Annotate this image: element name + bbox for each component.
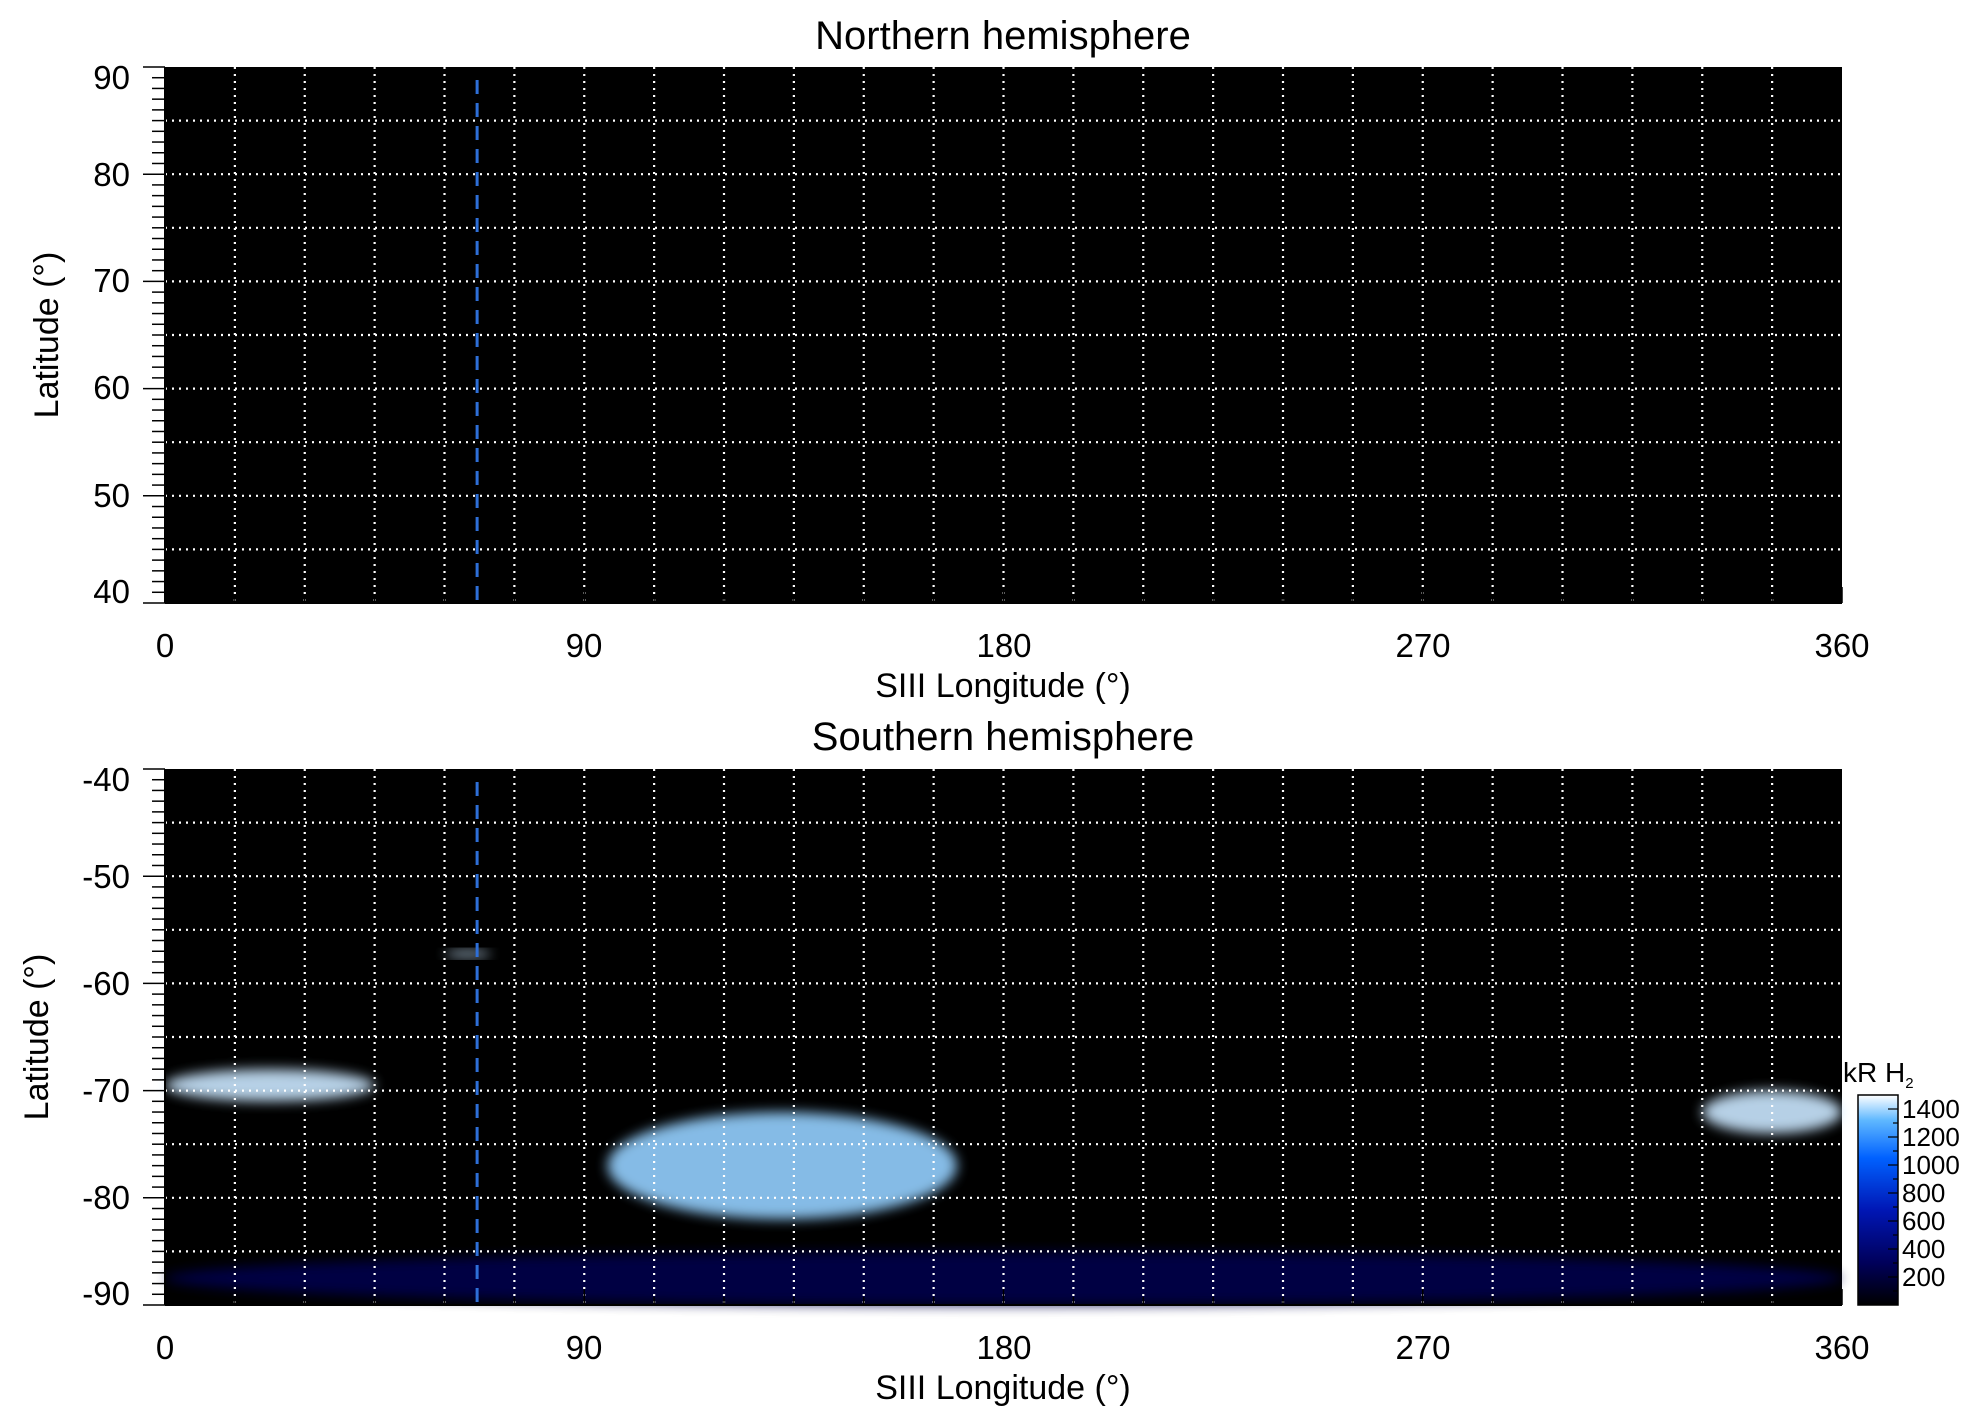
north-y-minor-ticks	[143, 66, 165, 604]
south-ytick-label: -90	[82, 1275, 130, 1312]
south-title: Southern hemisphere	[812, 715, 1194, 759]
colorbar-tick-label: 1200	[1902, 1122, 1960, 1152]
colorbar-tick-label: 200	[1902, 1262, 1945, 1292]
north-xtick-label: 0	[156, 627, 174, 664]
colorbar-tick-label: 400	[1902, 1234, 1945, 1264]
south-xtick-label: 270	[1395, 1329, 1450, 1366]
north-xtick-label: 180	[976, 627, 1031, 664]
emission-region	[444, 950, 492, 957]
north-panel: Northern hemisphere 90 80 70 60 50 40 0 …	[28, 14, 1870, 705]
south-xtick-label: 360	[1814, 1329, 1869, 1366]
south-xtick-label: 90	[566, 1329, 603, 1366]
north-x-minor-ticks	[164, 587, 1843, 603]
north-title: Northern hemisphere	[815, 14, 1191, 58]
colorbar-tick-label: 1000	[1902, 1150, 1960, 1180]
colorbar-label-main: kR H	[1843, 1057, 1905, 1088]
north-y-axis-label: Latitude (°)	[28, 252, 66, 419]
south-ytick-label: -70	[82, 1072, 130, 1109]
north-grid	[165, 67, 1842, 603]
south-ytick-label: -80	[82, 1179, 130, 1216]
north-x-axis-label: SIII Longitude (°)	[875, 667, 1131, 705]
north-ytick-label: 70	[93, 262, 130, 299]
colorbar-tick-label: 1400	[1902, 1094, 1960, 1124]
south-grid	[165, 769, 1842, 1305]
south-ytick-label: -50	[82, 858, 130, 895]
south-ytick-label: -60	[82, 965, 130, 1002]
south-y-minor-ticks	[143, 768, 165, 1306]
south-x-minor-ticks	[164, 1289, 1843, 1305]
north-ytick-label: 90	[93, 59, 130, 96]
south-ytick-label: -40	[82, 761, 130, 798]
emission-region	[607, 1112, 957, 1220]
north-xtick-label: 360	[1814, 627, 1869, 664]
north-xtick-label: 270	[1395, 627, 1450, 664]
colorbar-tick-label: 600	[1902, 1206, 1945, 1236]
south-panel: Southern hemisphere -40 -50 -60 -70 -80 …	[18, 715, 1870, 1407]
north-ytick-label: 80	[93, 156, 130, 193]
south-x-axis-label: SIII Longitude (°)	[875, 1369, 1131, 1407]
north-ytick-label: 50	[93, 477, 130, 514]
south-y-axis-label: Latitude (°)	[18, 954, 56, 1121]
north-ytick-label: 40	[93, 573, 130, 610]
north-xtick-label: 90	[566, 627, 603, 664]
colorbar-label-subscript: 2	[1905, 1075, 1913, 1092]
colorbar-label: kR H2	[1843, 1057, 1914, 1092]
north-ytick-label: 60	[93, 369, 130, 406]
south-xtick-label: 0	[156, 1329, 174, 1366]
emission-region	[165, 1069, 375, 1102]
south-xtick-label: 180	[976, 1329, 1031, 1366]
colorbar-tick-label: 800	[1902, 1178, 1945, 1208]
colorbar-gradient	[1857, 1094, 1899, 1306]
